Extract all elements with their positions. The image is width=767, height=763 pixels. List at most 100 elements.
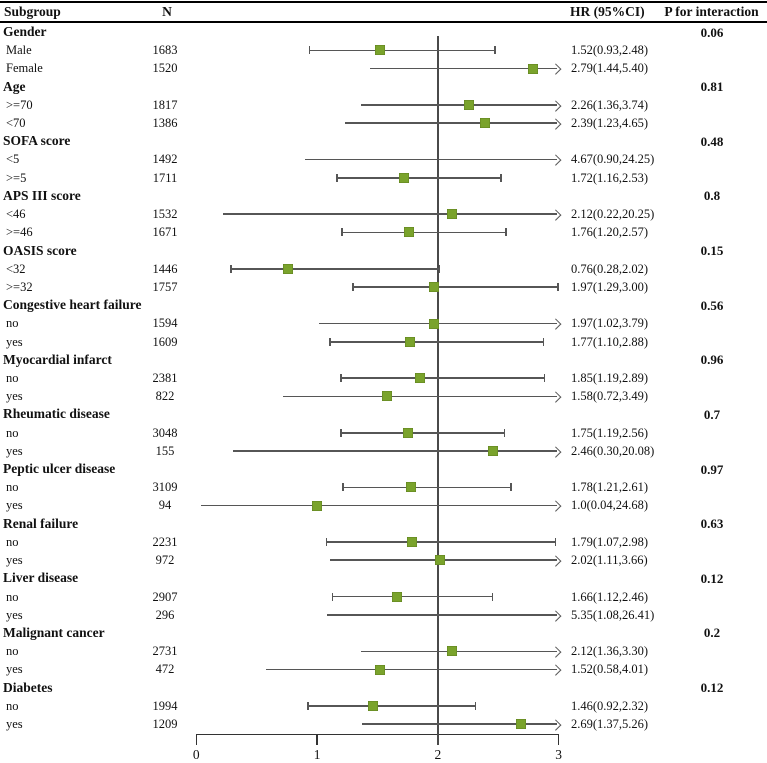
ci-cap-left [308,46,311,55]
hr-ci-value: 1.66(1.12,2.46) [571,589,649,604]
n-value: 1492 [152,152,178,167]
subgroup-row: no 3048 1.75(1.19,2.56) [0,424,767,442]
x-axis-line [196,733,559,736]
hr-ci-value: 1.72(1.16,2.53) [571,170,649,185]
n-value: 472 [155,662,175,677]
subgroup-row: no 2731 2.12(1.36,3.30) [0,642,767,660]
subgroup-row: yes 472 1.52(0.58,4.01) [0,660,767,678]
ci-arrow-right [549,118,561,129]
ci-cap-right [494,46,496,55]
group-label: Congestive heart failure [3,297,142,313]
ci-line [326,614,557,616]
p-interaction-value: 0.8 [703,188,721,204]
ci-arrow-right [549,446,561,457]
ci-cap-left [307,701,309,710]
ci-cap-right [491,592,494,601]
subgroup-label: yes [6,334,23,349]
subgroup-row: <5 1492 4.67(0.90,24.25) [0,150,767,168]
p-interaction-value: 0.97 [700,461,724,477]
n-value: 1386 [152,116,178,131]
n-value: 1446 [152,261,178,276]
hr-ci-value: 1.78(1.21,2.61) [571,480,649,495]
hr-marker [391,591,402,602]
subgroup-label: <46 [6,207,26,222]
hr-ci-value: 2.69(1.37,5.26) [571,716,649,731]
hr-ci-value: 1.97(1.02,3.79) [571,316,649,331]
ci-line [344,122,557,125]
x-axis-tick [316,733,318,745]
x-axis-tick [557,733,560,745]
hr-ci-value: 1.58(0.72,3.49) [571,389,649,404]
ci-cap-right [554,537,557,546]
ci-line [201,504,557,507]
group-row: Gender 0.06 [0,23,767,41]
hr-marker [399,172,410,183]
ci-line [304,158,557,161]
ci-line [307,705,477,707]
hr-ci-value: 0.76(0.28,2.02) [571,261,649,276]
group-label: APS III score [3,187,81,203]
p-interaction-value: 0.06 [700,24,724,40]
subgroup-label: <5 [6,152,20,167]
group-row: APS III score 0.8 [0,187,767,205]
group-row: Rheumatic disease 0.7 [0,405,767,423]
hr-marker [488,446,499,457]
ci-cap-right [474,701,477,710]
subgroup-row: no 2231 1.79(1.07,2.98) [0,533,767,551]
subgroup-label: yes [6,498,23,513]
ci-line [361,723,557,725]
subgroup-row: Male 1683 1.52(0.93,2.48) [0,41,767,59]
ci-arrow-right [549,609,561,621]
group-label: Age [3,78,26,94]
group-label: SOFA score [3,133,71,149]
ci-arrow-right [549,154,561,166]
ci-line [232,450,557,452]
subgroup-label: yes [6,607,23,622]
hr-marker [382,391,393,402]
hr-ci-value: 1.77(1.10,2.88) [571,334,649,349]
subgroup-label: no [6,480,19,495]
p-interaction-value: 0.81 [700,79,724,95]
ci-line [360,104,557,106]
group-label: Renal failure [3,515,79,531]
group-label: Malignant cancer [3,624,105,640]
subgroup-label: yes [6,443,23,458]
hr-ci-value: 1.79(1.07,2.98) [571,534,649,549]
n-value: 2381 [152,370,178,385]
ci-cap-left [329,337,331,346]
ci-arrow-right [549,391,561,403]
ci-line [340,377,546,379]
hr-ci-value: 1.97(1.29,3.00) [571,279,649,294]
group-row: Myocardial infarct 0.96 [0,351,767,369]
hr-ci-value: 5.35(1.08,26.41) [571,607,655,622]
subgroup-label: >=5 [6,170,27,185]
p-interaction-value: 0.12 [700,570,724,586]
ci-cap-left [331,592,334,601]
n-value: 1520 [152,61,178,76]
group-label: Myocardial infarct [3,351,112,367]
ci-line [331,595,494,598]
x-axis-tick-label: 1 [313,747,321,762]
group-label: Gender [3,24,47,39]
ci-cap-left [341,228,343,237]
group-row: Liver disease 0.12 [0,569,767,587]
ci-arrow-right [549,719,561,730]
subgroup-row: Female 1520 2.79(1.44,5.40) [0,59,767,77]
subgroup-row: no 1994 1.46(0.92,2.32) [0,697,767,715]
subgroup-row: >=46 1671 1.76(1.20,2.57) [0,223,767,241]
hr-marker [367,700,378,711]
n-value: 1209 [152,716,178,731]
hr-marker [479,118,490,129]
hr-marker [528,63,539,74]
n-value: 155 [155,443,175,458]
hr-marker [447,646,458,657]
hr-ci-value: 4.67(0.90,24.25) [571,152,655,167]
subgroup-label: no [6,644,19,659]
subgroup-label: no [6,698,19,713]
ci-cap-left [230,264,232,273]
p-interaction-value: 0.7 [703,406,721,422]
group-row: SOFA score 0.48 [0,132,767,150]
ci-line [340,432,506,434]
ci-cap-left [336,173,338,182]
ci-arrow-right [549,646,561,657]
